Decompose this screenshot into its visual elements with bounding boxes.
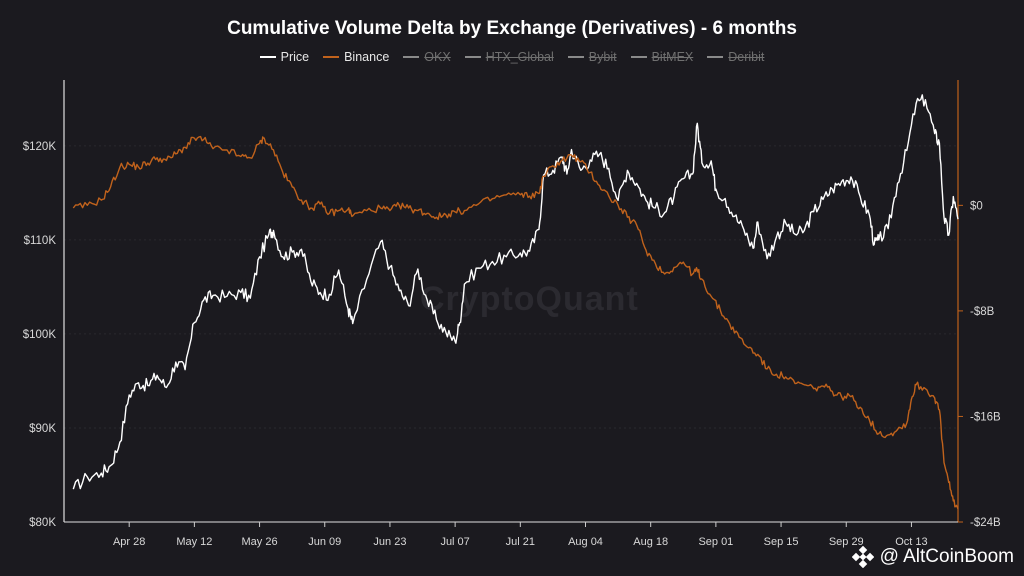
x-tick-label: Jul 21 — [506, 536, 535, 548]
y-left-tick-label: $100K — [23, 329, 57, 341]
y-right-tick-label: -$8B — [970, 306, 995, 318]
series-line-binance — [72, 135, 959, 510]
legend-swatch — [403, 56, 420, 58]
legend-label: BitMEX — [651, 50, 694, 64]
y-right-tick-label: $0 — [970, 200, 983, 212]
legend-swatch — [259, 56, 276, 58]
watermark-handle: @ AltCoinBoom — [879, 546, 1014, 567]
legend-label: Price — [280, 50, 310, 64]
y-right-tick-label: -$24B — [970, 517, 1001, 529]
legend-item-htx-global[interactable]: HTX_Global — [464, 50, 554, 64]
y-left-tick-label: $120K — [23, 141, 57, 153]
legend-swatch — [707, 56, 724, 58]
altcoinboom-watermark: @ AltCoinBoom — [851, 546, 1014, 568]
legend-swatch — [630, 56, 647, 58]
legend-item-binance[interactable]: Binance — [323, 50, 389, 64]
x-tick-label: Jun 23 — [373, 536, 406, 548]
binance-diamond-icon — [851, 546, 874, 568]
legend-label: HTX_Global — [485, 50, 554, 64]
y-left-tick-label: $90K — [29, 423, 56, 435]
legend-item-bitmex[interactable]: BitMEX — [630, 50, 694, 64]
legend-label: Deribit — [728, 50, 765, 64]
legend-item-deribit[interactable]: Deribit — [707, 50, 764, 64]
legend-item-price[interactable]: Price — [259, 50, 310, 64]
x-tick-label: Sep 15 — [764, 536, 799, 548]
legend-label: Bybit — [588, 50, 617, 64]
x-tick-label: Aug 18 — [633, 536, 668, 548]
legend: Price Binance OKX HTX_Global Bybit BitMEX Deri… — [0, 50, 1024, 64]
cryptoquant-watermark: CryptoQuant — [420, 280, 639, 318]
x-tick-label: Sep 29 — [829, 536, 864, 548]
y-left-tick-label: $110K — [24, 235, 57, 247]
legend-swatch — [464, 56, 481, 58]
y-right-tick-label: -$16B — [970, 411, 1001, 423]
x-tick-label: May 26 — [242, 536, 278, 548]
legend-item-okx[interactable]: OKX — [403, 50, 451, 64]
legend-swatch — [323, 56, 340, 58]
chart-title: Cumulative Volume Delta by Exchange (Der… — [227, 18, 797, 39]
legend-label: OKX — [424, 50, 451, 64]
x-tick-label: Jun 09 — [308, 536, 341, 548]
series-line-price — [72, 94, 959, 490]
legend-swatch — [567, 56, 584, 58]
y-left-tick-label: $80K — [29, 517, 56, 529]
x-tick-label: Jul 07 — [440, 536, 469, 548]
x-tick-label: Oct 13 — [895, 536, 927, 548]
legend-item-bybit[interactable]: Bybit — [567, 50, 617, 64]
x-tick-label: Aug 04 — [568, 536, 603, 548]
x-tick-label: Apr 28 — [113, 536, 145, 548]
legend-label: Binance — [344, 50, 390, 64]
x-tick-label: Sep 01 — [698, 536, 733, 548]
x-tick-label: May 12 — [176, 536, 212, 548]
